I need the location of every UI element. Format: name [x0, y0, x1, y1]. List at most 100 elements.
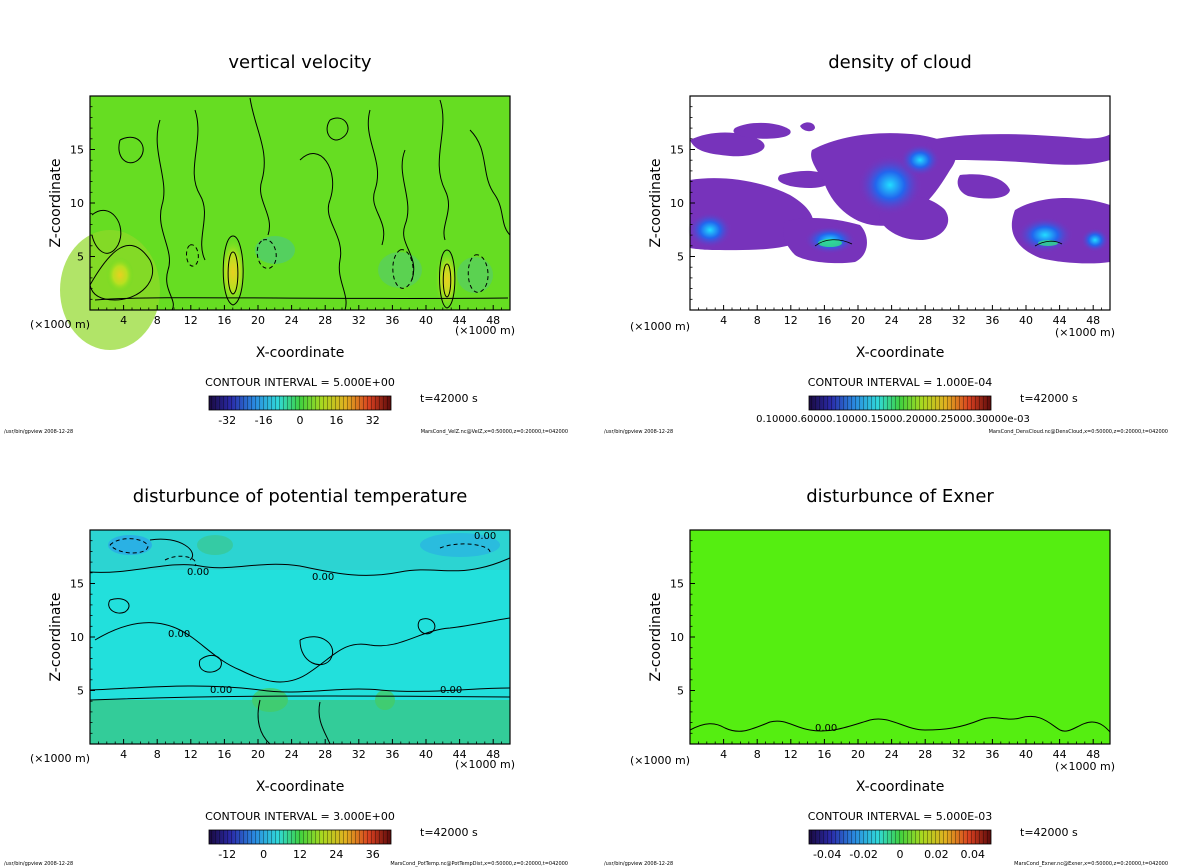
- x-tick-label: 20: [251, 748, 265, 761]
- x-axis-unit-right: (×1000 m): [455, 324, 515, 337]
- x-axis-unit-right: (×1000 m): [455, 758, 515, 771]
- x-axis-unit-right: (×1000 m): [1055, 326, 1115, 339]
- y-tick-label: 5: [677, 685, 684, 698]
- colorbar-ticks: -32 -16 0 16 32: [218, 414, 380, 427]
- colorbar-tick-label: 0: [897, 848, 904, 861]
- colorbar-tick-label: -32: [218, 414, 236, 427]
- colorbar-tick-label: 0.02: [924, 848, 949, 861]
- x-tick-label: 36: [385, 748, 399, 761]
- panel-vertical-velocity: vertical velocity: [4, 52, 568, 435]
- x-tick-label: 36: [985, 314, 999, 327]
- x-tick-label: 40: [1019, 314, 1033, 327]
- y-tick-label: 15: [70, 578, 84, 591]
- x-tick-label: 8: [754, 314, 761, 327]
- y-axis: 5 10 15: [70, 540, 95, 734]
- plot-area-background: [690, 530, 1110, 744]
- chart-title: vertical velocity: [228, 52, 372, 73]
- x-tick-label: 12: [784, 748, 798, 761]
- y-axis: 5 10 15: [670, 540, 695, 734]
- y-tick-label: 10: [670, 631, 684, 644]
- y-axis-label: Z-coordinate: [648, 592, 664, 681]
- x-tick-label: 32: [952, 748, 966, 761]
- colorbar-frame: [208, 395, 392, 411]
- time-label: t=42000 s: [1020, 392, 1078, 405]
- contour-label: 0.00: [210, 685, 232, 696]
- x-tick-label: 48: [1086, 314, 1100, 327]
- colorbar-ticks: -0.04 -0.02 0 0.02 0.04: [813, 848, 985, 861]
- x-axis-label: X-coordinate: [856, 345, 945, 361]
- y-axis-label: Z-coordinate: [48, 592, 64, 681]
- x-tick-label: 24: [285, 314, 299, 327]
- x-tick-label: 44: [1053, 748, 1067, 761]
- panel-density-of-cloud: density of cloud 4 8 12 16 20 24 28: [604, 52, 1168, 435]
- colorbar-tick-label: 16: [329, 414, 343, 427]
- colorbar-stripes: [809, 396, 991, 410]
- footer-left: /usr/bin/gpview 2008-12-28: [604, 861, 673, 867]
- colorbar-tick-label: 0.04: [961, 848, 986, 861]
- colorbar-tick-label: 36: [366, 848, 380, 861]
- y-axis-label: Z-coordinate: [648, 158, 664, 247]
- x-axis-unit-left: (×1000 m): [30, 318, 90, 331]
- colorbar-stripes: [209, 830, 391, 844]
- x-tick-label: 40: [419, 314, 433, 327]
- colorbar-tick-label: -16: [255, 414, 273, 427]
- colorbar-stripes: [209, 396, 391, 410]
- y-tick-label: 5: [77, 251, 84, 264]
- footer-left: /usr/bin/gpview 2008-12-28: [4, 429, 73, 435]
- x-tick-label: 24: [885, 314, 899, 327]
- colorbar-tick-label: 0: [260, 848, 267, 861]
- contour-label: 0.00: [815, 723, 837, 734]
- x-tick-label: 48: [486, 748, 500, 761]
- colorbar: [808, 829, 992, 845]
- x-tick-label: 4: [720, 314, 727, 327]
- contour-label: 0.00: [168, 629, 190, 640]
- colorbar-tick-label: -0.04: [813, 848, 841, 861]
- chart-title: density of cloud: [828, 52, 972, 73]
- x-tick-label: 8: [154, 314, 161, 327]
- panel-potential-temperature: disturbunce of potential temperature: [4, 486, 568, 867]
- y-axis: 5 10 15: [70, 106, 95, 300]
- x-tick-label: 36: [985, 748, 999, 761]
- y-tick-label: 15: [70, 144, 84, 157]
- x-axis: 4 8 12 16 20 24 28 32 36 40 44 48: [698, 305, 1102, 327]
- y-tick-label: 10: [670, 197, 684, 210]
- field-decoration: [60, 97, 511, 350]
- colorbar-tick-label: 0: [297, 414, 304, 427]
- footer-right: MarsCond_PotTemp.nc@PotTempDist,x=0:5000…: [390, 861, 568, 867]
- y-tick-label: 10: [70, 631, 84, 644]
- colorbar-frame: [208, 829, 392, 845]
- footer-left: /usr/bin/gpview 2008-12-28: [4, 861, 73, 867]
- y-tick-label: 15: [670, 144, 684, 157]
- x-axis-label: X-coordinate: [256, 345, 345, 361]
- y-tick-label: 5: [77, 685, 84, 698]
- contour-label: 0.00: [312, 572, 334, 583]
- colorbar-tick-label: 32: [366, 414, 380, 427]
- contour-interval: CONTOUR INTERVAL = 3.000E+00: [205, 810, 395, 823]
- x-tick-label: 4: [120, 748, 127, 761]
- x-tick-label: 40: [1019, 748, 1033, 761]
- colorbar-stripes: [809, 830, 991, 844]
- colorbar: [208, 829, 392, 845]
- time-label: t=42000 s: [420, 392, 478, 405]
- footer-right: MarsCond_Exner.nc@Exner,x=0:50000,z=0:20…: [1014, 861, 1168, 867]
- colorbar-tick-label: -12: [218, 848, 236, 861]
- x-tick-label: 36: [385, 314, 399, 327]
- contour-label: 0.00: [187, 567, 209, 578]
- y-axis: 5 10 15: [670, 106, 695, 300]
- x-tick-label: 8: [154, 748, 161, 761]
- field-decoration: 0.00: [689, 716, 1111, 734]
- colorbar-tick-label: 12: [293, 848, 307, 861]
- colorbar: [208, 395, 392, 411]
- field-decoration: 0.00 0.00 0.00 0.00 0.00 0.00: [89, 530, 511, 745]
- x-tick-label: 20: [251, 314, 265, 327]
- chart-title: disturbunce of potential temperature: [133, 486, 468, 507]
- x-axis-unit-left: (×1000 m): [30, 752, 90, 765]
- x-tick-label: 24: [885, 748, 899, 761]
- colorbar-frame: [808, 395, 992, 411]
- x-tick-label: 44: [1053, 314, 1067, 327]
- x-tick-label: 28: [318, 314, 332, 327]
- x-tick-label: 16: [217, 748, 231, 761]
- x-tick-label: 48: [486, 314, 500, 327]
- x-tick-label: 16: [817, 748, 831, 761]
